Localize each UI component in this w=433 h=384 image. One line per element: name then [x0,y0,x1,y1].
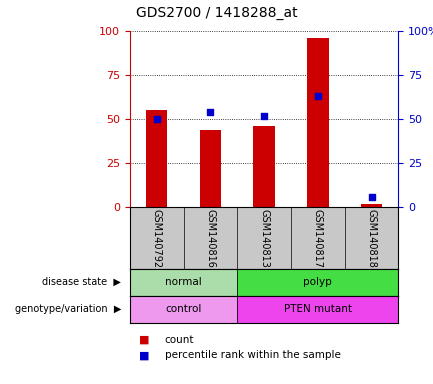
Bar [237,269,398,296]
Bar [200,130,221,207]
Point [314,93,321,99]
Text: disease state  ▶: disease state ▶ [42,277,121,287]
Point [207,109,214,115]
Text: GSM140813: GSM140813 [259,209,269,268]
Text: percentile rank within the sample: percentile rank within the sample [165,350,340,360]
Text: GSM140816: GSM140816 [205,209,216,268]
Text: PTEN mutant: PTEN mutant [284,304,352,314]
Bar [130,296,237,323]
Text: ■: ■ [139,350,149,360]
Text: normal: normal [165,277,202,287]
Bar [130,269,237,296]
Text: polyp: polyp [304,277,332,287]
Text: GSM140818: GSM140818 [366,209,377,268]
Text: count: count [165,335,194,345]
Point [153,116,160,122]
Text: ■: ■ [139,335,149,345]
Text: control: control [165,304,202,314]
Bar [237,296,398,323]
Text: genotype/variation  ▶: genotype/variation ▶ [15,304,121,314]
Bar [307,38,329,207]
Point [368,194,375,200]
Bar [146,110,168,207]
Text: GSM140817: GSM140817 [313,209,323,268]
Text: GDS2700 / 1418288_at: GDS2700 / 1418288_at [136,6,297,20]
Text: GSM140792: GSM140792 [152,209,162,268]
Bar [361,204,382,207]
Bar [253,126,275,207]
Point [261,113,268,119]
